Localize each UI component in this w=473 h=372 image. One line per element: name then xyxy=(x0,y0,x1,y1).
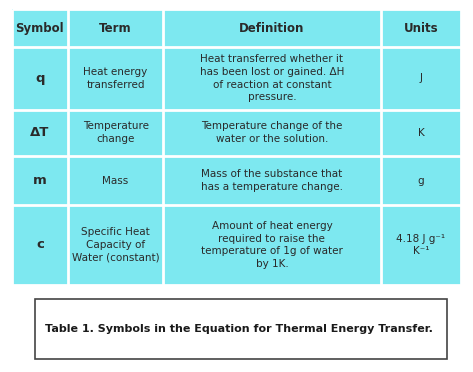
Bar xyxy=(163,205,381,285)
Text: c: c xyxy=(36,238,44,251)
Text: Heat transferred whether it
has been lost or gained. ΔH
of reaction at constant
: Heat transferred whether it has been los… xyxy=(200,54,344,102)
Text: g: g xyxy=(418,176,424,186)
Bar xyxy=(381,47,461,109)
Bar xyxy=(163,9,381,47)
Text: q: q xyxy=(35,72,44,84)
Text: Mass: Mass xyxy=(103,176,129,186)
Bar xyxy=(381,9,461,47)
Bar xyxy=(68,156,163,205)
Text: Amount of heat energy
required to raise the
temperature of 1g of water
by 1K.: Amount of heat energy required to raise … xyxy=(201,221,343,269)
Text: Temperature change of the
water or the solution.: Temperature change of the water or the s… xyxy=(201,121,342,144)
Text: Heat energy
transferred: Heat energy transferred xyxy=(84,67,148,90)
Bar xyxy=(163,109,381,156)
Text: Specific Heat
Capacity of
Water (constant): Specific Heat Capacity of Water (constan… xyxy=(72,227,159,263)
Text: Term: Term xyxy=(99,22,132,35)
Text: Definition: Definition xyxy=(239,22,305,35)
Bar xyxy=(12,47,68,109)
Text: m: m xyxy=(33,174,47,187)
Bar xyxy=(381,156,461,205)
Text: K: K xyxy=(418,128,424,138)
Bar xyxy=(68,109,163,156)
Bar xyxy=(163,156,381,205)
Bar xyxy=(12,9,68,47)
Text: Units: Units xyxy=(403,22,438,35)
Bar xyxy=(68,205,163,285)
Text: Mass of the substance that
has a temperature change.: Mass of the substance that has a tempera… xyxy=(201,169,343,192)
Bar xyxy=(68,9,163,47)
Bar xyxy=(381,205,461,285)
Bar xyxy=(163,47,381,109)
Bar xyxy=(35,299,447,359)
Bar xyxy=(68,47,163,109)
Bar xyxy=(12,205,68,285)
Text: ΔT: ΔT xyxy=(30,126,50,139)
Text: Table 1. Symbols in the Equation for Thermal Energy Transfer.: Table 1. Symbols in the Equation for The… xyxy=(45,324,433,334)
Bar xyxy=(12,156,68,205)
Text: Temperature
change: Temperature change xyxy=(83,121,149,144)
Text: 4.18 J g⁻¹
K⁻¹: 4.18 J g⁻¹ K⁻¹ xyxy=(396,234,446,256)
Text: Symbol: Symbol xyxy=(16,22,64,35)
Bar xyxy=(12,109,68,156)
Text: J: J xyxy=(420,73,422,83)
Bar xyxy=(381,109,461,156)
